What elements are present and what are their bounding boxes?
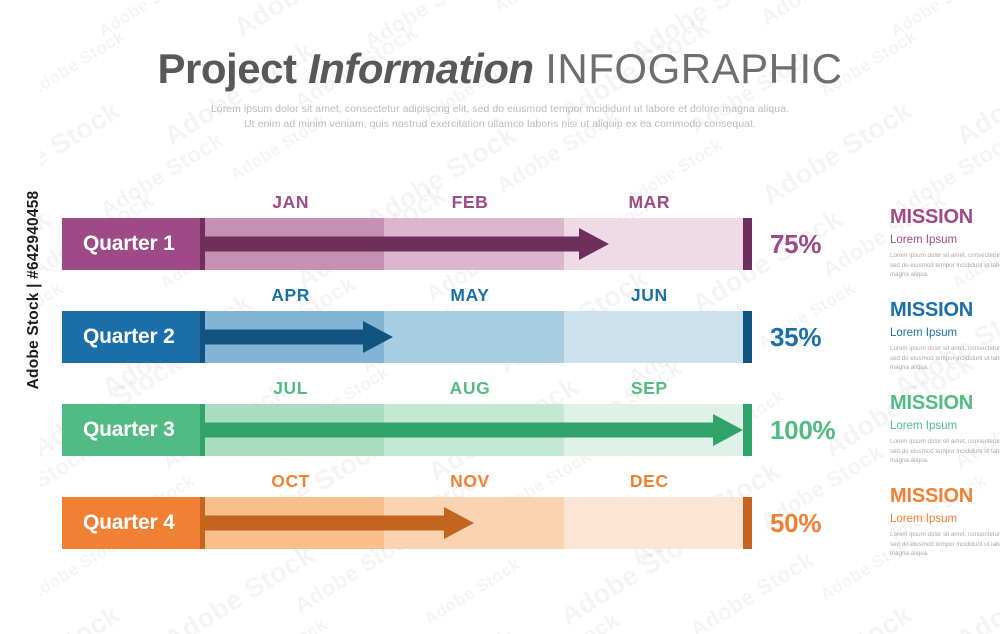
mission-block: MISSION Lorem Ipsum Lorem ipsum dolor sit … (890, 392, 1000, 466)
page-title: Project Information INFOGRAPHIC (0, 0, 1000, 91)
month-label: OCT (271, 471, 311, 491)
title-word-infographic: INFOGRAPHIC (545, 45, 843, 92)
month-label: JUL (273, 378, 309, 398)
mission-body: Lorem ipsum dolor sit amet, consectetur … (890, 252, 1000, 279)
month-label: MAY (450, 285, 490, 305)
month-labels: JUL AUG SEP (201, 378, 739, 404)
subtitle-line-2: Ut enim ad minim veniam, quis nostrud ex… (244, 118, 756, 130)
mission-block: MISSION Lorem Ipsum Lorem ipsum dolor sit … (890, 485, 1000, 559)
month-labels: APR MAY JUN (201, 285, 739, 311)
quarter-bar: Quarter 2 (62, 311, 762, 363)
quarter-row: JAN FEB MAR Quarter 1 75% MISSION Lorem Ipsum L… (62, 192, 1000, 285)
track-segment (384, 311, 564, 363)
percent-label: 75% (770, 228, 822, 259)
title-word-information: Information (308, 45, 534, 92)
quarter-label-edge (200, 218, 205, 270)
month-label: AUG (449, 378, 491, 398)
quarter-bar: Quarter 4 (62, 497, 762, 549)
month-labels: OCT NOV DEC (201, 471, 739, 497)
quarter-label[interactable]: Quarter 1 (62, 218, 205, 270)
title-word-project: Project (157, 45, 297, 92)
progress-arrow (205, 311, 393, 363)
quarter-row: APR MAY JUN Quarter 2 35% MISSION Lorem Ipsum L… (62, 285, 1000, 378)
quarter-track (205, 311, 743, 363)
month-label: DEC (629, 471, 669, 491)
track-endcap (743, 497, 752, 549)
progress-arrow (205, 497, 474, 549)
mission-title: MISSION (890, 206, 974, 228)
mission-body: Lorem ipsum dolor sit amet, consectetur … (890, 345, 1000, 372)
track-segment (563, 311, 743, 363)
progress-arrow (205, 404, 743, 456)
mission-body: Lorem ipsum dolor sit amet, consectetur … (890, 531, 1000, 558)
progress-arrow (205, 218, 609, 270)
mission-title: MISSION (890, 485, 974, 507)
quarter-label-edge (200, 497, 205, 549)
mission-subtitle: Lorem Ipsum (890, 420, 958, 432)
month-label: NOV (450, 471, 490, 491)
month-label: JUN (630, 285, 668, 305)
quarter-row: JUL AUG SEP Quarter 3 100% MISSION Lorem Ipsum… (62, 378, 1000, 471)
quarter-row: OCT NOV DEC Quarter 4 50% MISSION Lorem Ipsum L… (62, 471, 1000, 564)
track-endcap (743, 311, 752, 363)
quarter-label[interactable]: Quarter 3 (62, 404, 205, 456)
mission-subtitle: Lorem Ipsum (890, 513, 958, 525)
header: Project Information INFOGRAPHIC Lorem ip… (0, 0, 1000, 132)
quarter-bar: Quarter 1 (62, 218, 762, 270)
track-endcap (743, 404, 752, 456)
quarter-label[interactable]: Quarter 4 (62, 497, 205, 549)
subtitle-block: Lorem ipsum dolor sit amet, consectetur … (0, 102, 1000, 132)
quarter-label[interactable]: Quarter 2 (62, 311, 205, 363)
percent-label: 100% (770, 414, 836, 445)
month-label: APR (271, 285, 311, 305)
percent-label: 50% (770, 507, 822, 538)
subtitle-line-1: Lorem ipsum dolor sit amet, consectetur … (210, 103, 790, 115)
percent-label: 35% (770, 321, 822, 352)
track-endcap (743, 218, 752, 270)
mission-block: MISSION Lorem Ipsum Lorem ipsum dolor sit … (890, 206, 1000, 280)
mission-block: MISSION Lorem Ipsum Lorem ipsum dolor sit … (890, 299, 1000, 373)
mission-title: MISSION (890, 392, 974, 414)
quarter-label-edge (200, 404, 205, 456)
mission-subtitle: Lorem Ipsum (890, 327, 958, 339)
mission-body: Lorem ipsum dolor sit amet, consectetur … (890, 438, 1000, 465)
stock-sidebar-label: Adobe Stock | #642940458 (25, 190, 42, 390)
mission-subtitle: Lorem Ipsum (890, 234, 958, 246)
month-label: FEB (451, 192, 489, 212)
track-segment (563, 497, 743, 549)
month-label: JAN (272, 192, 310, 212)
month-label: SEP (630, 378, 668, 398)
mission-title: MISSION (890, 299, 974, 321)
quarter-bar: Quarter 3 (62, 404, 762, 456)
month-labels: JAN FEB MAR (201, 192, 739, 218)
month-label: MAR (628, 192, 671, 212)
stock-sidebar: Adobe Stock | #642940458 (0, 0, 42, 634)
quarter-label-edge (200, 311, 205, 363)
